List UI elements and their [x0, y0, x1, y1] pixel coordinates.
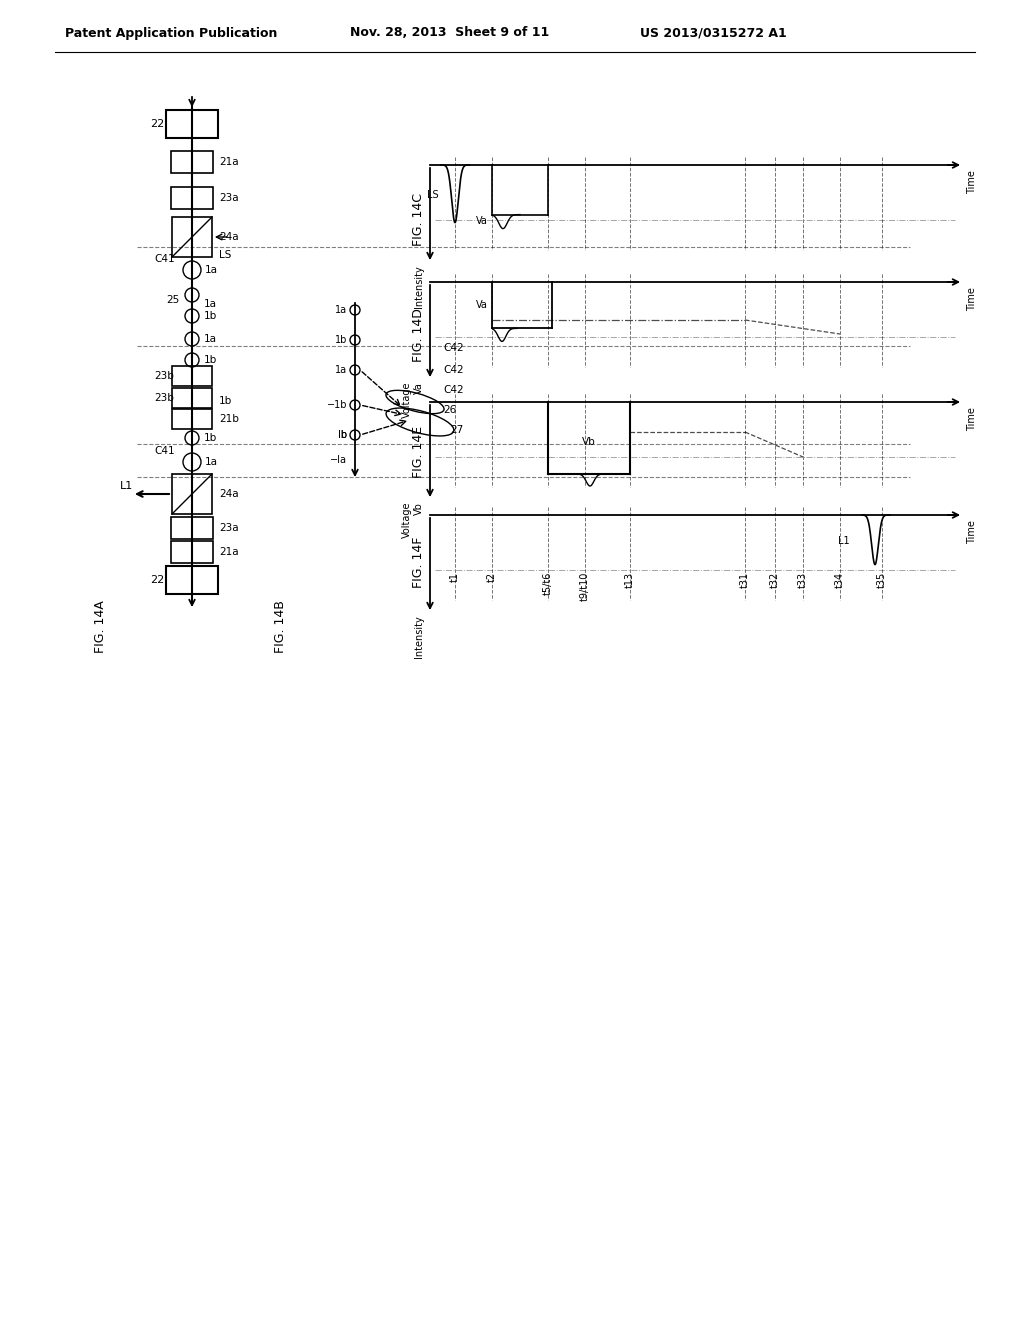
Text: LS: LS — [427, 190, 439, 201]
Text: Time: Time — [967, 170, 977, 194]
Text: Intensity: Intensity — [414, 265, 424, 308]
Text: 22: 22 — [150, 119, 164, 129]
Text: FIG. 14B: FIG. 14B — [273, 601, 287, 653]
Text: 23b: 23b — [154, 371, 174, 381]
Text: t1: t1 — [450, 572, 460, 582]
Bar — [172, 474, 212, 513]
Text: 1b: 1b — [219, 396, 232, 407]
Text: 26: 26 — [443, 405, 457, 414]
Bar — [171, 517, 213, 539]
Text: 27: 27 — [450, 425, 463, 436]
Text: t34: t34 — [835, 572, 845, 589]
Text: Vb: Vb — [582, 437, 596, 446]
Text: C42: C42 — [443, 366, 464, 375]
Text: t32: t32 — [770, 572, 780, 589]
Bar — [171, 541, 213, 564]
Text: C42: C42 — [443, 385, 464, 395]
Text: 21b: 21b — [219, 414, 239, 424]
Text: FIG. 14A: FIG. 14A — [93, 601, 106, 653]
Text: Patent Application Publication: Patent Application Publication — [65, 26, 278, 40]
Bar — [172, 409, 212, 429]
Bar — [166, 566, 218, 594]
Text: 1a: 1a — [204, 334, 217, 345]
Text: t31: t31 — [740, 572, 750, 589]
Text: 1b: 1b — [335, 335, 347, 345]
Text: 21a: 21a — [219, 157, 239, 168]
Text: 24a: 24a — [219, 488, 239, 499]
Text: 23a: 23a — [219, 523, 239, 533]
Text: 23a: 23a — [219, 193, 239, 203]
Text: t2: t2 — [487, 572, 497, 582]
Text: Ib: Ib — [338, 430, 347, 440]
Text: 21a: 21a — [219, 546, 239, 557]
Text: 1b: 1b — [204, 433, 217, 444]
Text: Time: Time — [967, 520, 977, 544]
Bar — [166, 110, 218, 139]
Text: Va: Va — [476, 215, 488, 226]
Text: L1: L1 — [839, 536, 850, 545]
Text: FIG. 14D: FIG. 14D — [412, 308, 425, 362]
Text: 1b: 1b — [204, 312, 217, 321]
Text: 1a: 1a — [335, 366, 347, 375]
Bar — [171, 187, 213, 209]
Text: 1b: 1b — [204, 355, 217, 366]
Text: t35: t35 — [877, 572, 887, 589]
Text: t9/t10: t9/t10 — [580, 572, 590, 602]
Text: C41: C41 — [154, 446, 175, 455]
Text: C41: C41 — [154, 253, 175, 264]
Text: C42: C42 — [443, 343, 464, 352]
Text: Voltage
Vb: Voltage Vb — [402, 502, 424, 539]
Text: US 2013/0315272 A1: US 2013/0315272 A1 — [640, 26, 786, 40]
Text: 1a: 1a — [335, 305, 347, 315]
Text: −Ia: −Ia — [330, 455, 347, 465]
Text: LS: LS — [219, 249, 231, 260]
Text: FIG. 14F: FIG. 14F — [412, 536, 425, 587]
Text: 1a: 1a — [204, 300, 217, 309]
Text: 1a: 1a — [205, 265, 218, 275]
Bar — [172, 216, 212, 257]
Text: Va: Va — [476, 300, 488, 310]
Text: −1b: −1b — [327, 400, 347, 411]
Text: 1a: 1a — [205, 457, 218, 467]
Text: t5/t6: t5/t6 — [543, 572, 553, 595]
Text: FIG. 14E: FIG. 14E — [412, 426, 425, 478]
Text: t13: t13 — [625, 572, 635, 589]
Text: FIG. 14C: FIG. 14C — [412, 194, 425, 247]
Text: 23b: 23b — [154, 393, 174, 403]
Text: 24a: 24a — [219, 232, 239, 242]
Text: t33: t33 — [798, 572, 808, 589]
Text: Time: Time — [967, 286, 977, 312]
Text: Time: Time — [967, 407, 977, 430]
Text: Intensity: Intensity — [414, 615, 424, 657]
Bar — [172, 366, 212, 385]
Text: Nov. 28, 2013  Sheet 9 of 11: Nov. 28, 2013 Sheet 9 of 11 — [350, 26, 549, 40]
Text: 25: 25 — [166, 294, 179, 305]
Text: Voltage
Va: Voltage Va — [402, 381, 424, 418]
Text: Ib: Ib — [338, 430, 347, 440]
Text: 22: 22 — [150, 576, 164, 585]
Text: L1: L1 — [120, 480, 133, 491]
Bar — [172, 388, 212, 408]
Bar — [171, 150, 213, 173]
